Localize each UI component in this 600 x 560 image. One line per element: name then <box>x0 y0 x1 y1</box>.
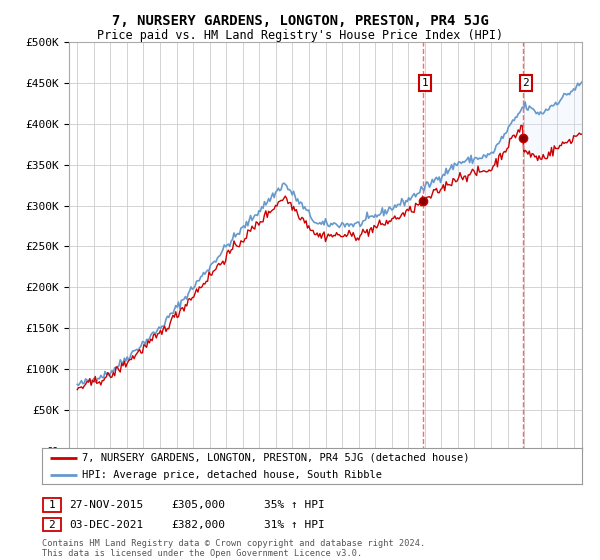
Text: 2: 2 <box>48 520 55 530</box>
Text: 1: 1 <box>421 78 428 88</box>
Text: Contains HM Land Registry data © Crown copyright and database right 2024.
This d: Contains HM Land Registry data © Crown c… <box>42 539 425 558</box>
Text: HPI: Average price, detached house, South Ribble: HPI: Average price, detached house, Sout… <box>83 470 383 479</box>
Text: 35% ↑ HPI: 35% ↑ HPI <box>264 500 325 510</box>
Text: £382,000: £382,000 <box>171 520 225 530</box>
Text: £305,000: £305,000 <box>171 500 225 510</box>
Text: 27-NOV-2015: 27-NOV-2015 <box>69 500 143 510</box>
Text: 03-DEC-2021: 03-DEC-2021 <box>69 520 143 530</box>
Text: 7, NURSERY GARDENS, LONGTON, PRESTON, PR4 5JG (detached house): 7, NURSERY GARDENS, LONGTON, PRESTON, PR… <box>83 453 470 463</box>
Text: 2: 2 <box>523 78 529 88</box>
Text: 1: 1 <box>48 500 55 510</box>
Text: 31% ↑ HPI: 31% ↑ HPI <box>264 520 325 530</box>
Text: Price paid vs. HM Land Registry's House Price Index (HPI): Price paid vs. HM Land Registry's House … <box>97 29 503 42</box>
Text: 7, NURSERY GARDENS, LONGTON, PRESTON, PR4 5JG: 7, NURSERY GARDENS, LONGTON, PRESTON, PR… <box>112 14 488 28</box>
